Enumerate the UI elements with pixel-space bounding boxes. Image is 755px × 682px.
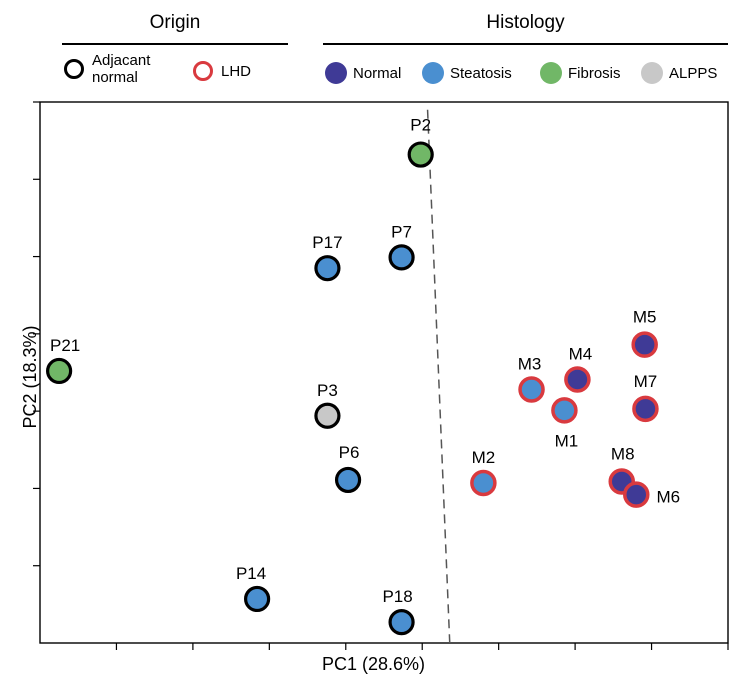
legend-item-normal: Normal (325, 62, 401, 84)
steatosis-dot-icon (422, 62, 444, 84)
legend-label-alpps: ALPPS (669, 64, 718, 82)
legend-label-adjacent-normal: Adjacant normal (92, 52, 151, 86)
point-m6 (623, 481, 650, 508)
point-label-p18: P18 (382, 587, 412, 606)
point-label-m2: M2 (472, 448, 496, 467)
point-p2 (407, 141, 434, 168)
point-m3 (518, 376, 545, 403)
point-p21 (46, 357, 73, 385)
legend-label-fibrosis: Fibrosis (568, 64, 621, 82)
origin-legend-rule (62, 43, 288, 45)
point-m7 (632, 395, 659, 423)
x-axis-title: PC1 (28.6%) (322, 654, 426, 674)
point-label-m5: M5 (633, 308, 657, 327)
histology-legend-rule (323, 43, 728, 45)
point-p7 (388, 244, 415, 271)
point-p14 (244, 585, 271, 613)
point-label-p14: P14 (236, 564, 266, 583)
legend-item-alpps: ALPPS (641, 62, 717, 84)
legend-item-fibrosis: Fibrosis (540, 62, 621, 84)
legend-label-steatosis: Steatosis (450, 64, 512, 82)
histology-legend-title: Histology (486, 12, 565, 33)
y-axis-title: PC2 (18.3%) (20, 325, 40, 429)
black-ring-icon (64, 59, 84, 79)
point-m1 (551, 397, 578, 424)
legend-item-steatosis: Steatosis (422, 62, 512, 84)
point-p18 (388, 609, 415, 636)
point-label-m3: M3 (518, 355, 542, 374)
point-p3 (314, 402, 341, 429)
red-ring-icon (193, 61, 213, 81)
point-label-p3: P3 (317, 381, 338, 400)
alpps-dot-icon (641, 62, 663, 84)
point-label-m1: M1 (555, 431, 579, 450)
point-label-m8: M8 (611, 444, 635, 463)
legend-item-adjacent-normal: Adjacant normal (64, 52, 150, 86)
point-m2 (470, 469, 497, 497)
legend-item-lhd: LHD (193, 61, 251, 81)
point-label-p7: P7 (391, 222, 412, 241)
point-label-m7: M7 (634, 372, 658, 391)
point-label-p17: P17 (312, 233, 342, 252)
point-label-m4: M4 (569, 344, 593, 363)
point-m4 (564, 366, 591, 393)
separator-dashed-line (426, 109, 451, 644)
point-label-p2: P2 (410, 116, 431, 135)
normal-dot-icon (325, 62, 347, 84)
point-label-p6: P6 (339, 443, 360, 462)
point-label-p21: P21 (50, 336, 80, 355)
plot-frame (39, 101, 729, 644)
origin-legend-title: Origin (149, 12, 201, 33)
point-label-m6: M6 (656, 488, 680, 507)
point-p6 (334, 466, 362, 494)
point-m5 (631, 331, 658, 358)
fibrosis-dot-icon (540, 62, 562, 84)
legend-label-lhd: LHD (221, 62, 252, 80)
point-p17 (314, 255, 341, 282)
legend-label-normal: Normal (353, 64, 402, 82)
